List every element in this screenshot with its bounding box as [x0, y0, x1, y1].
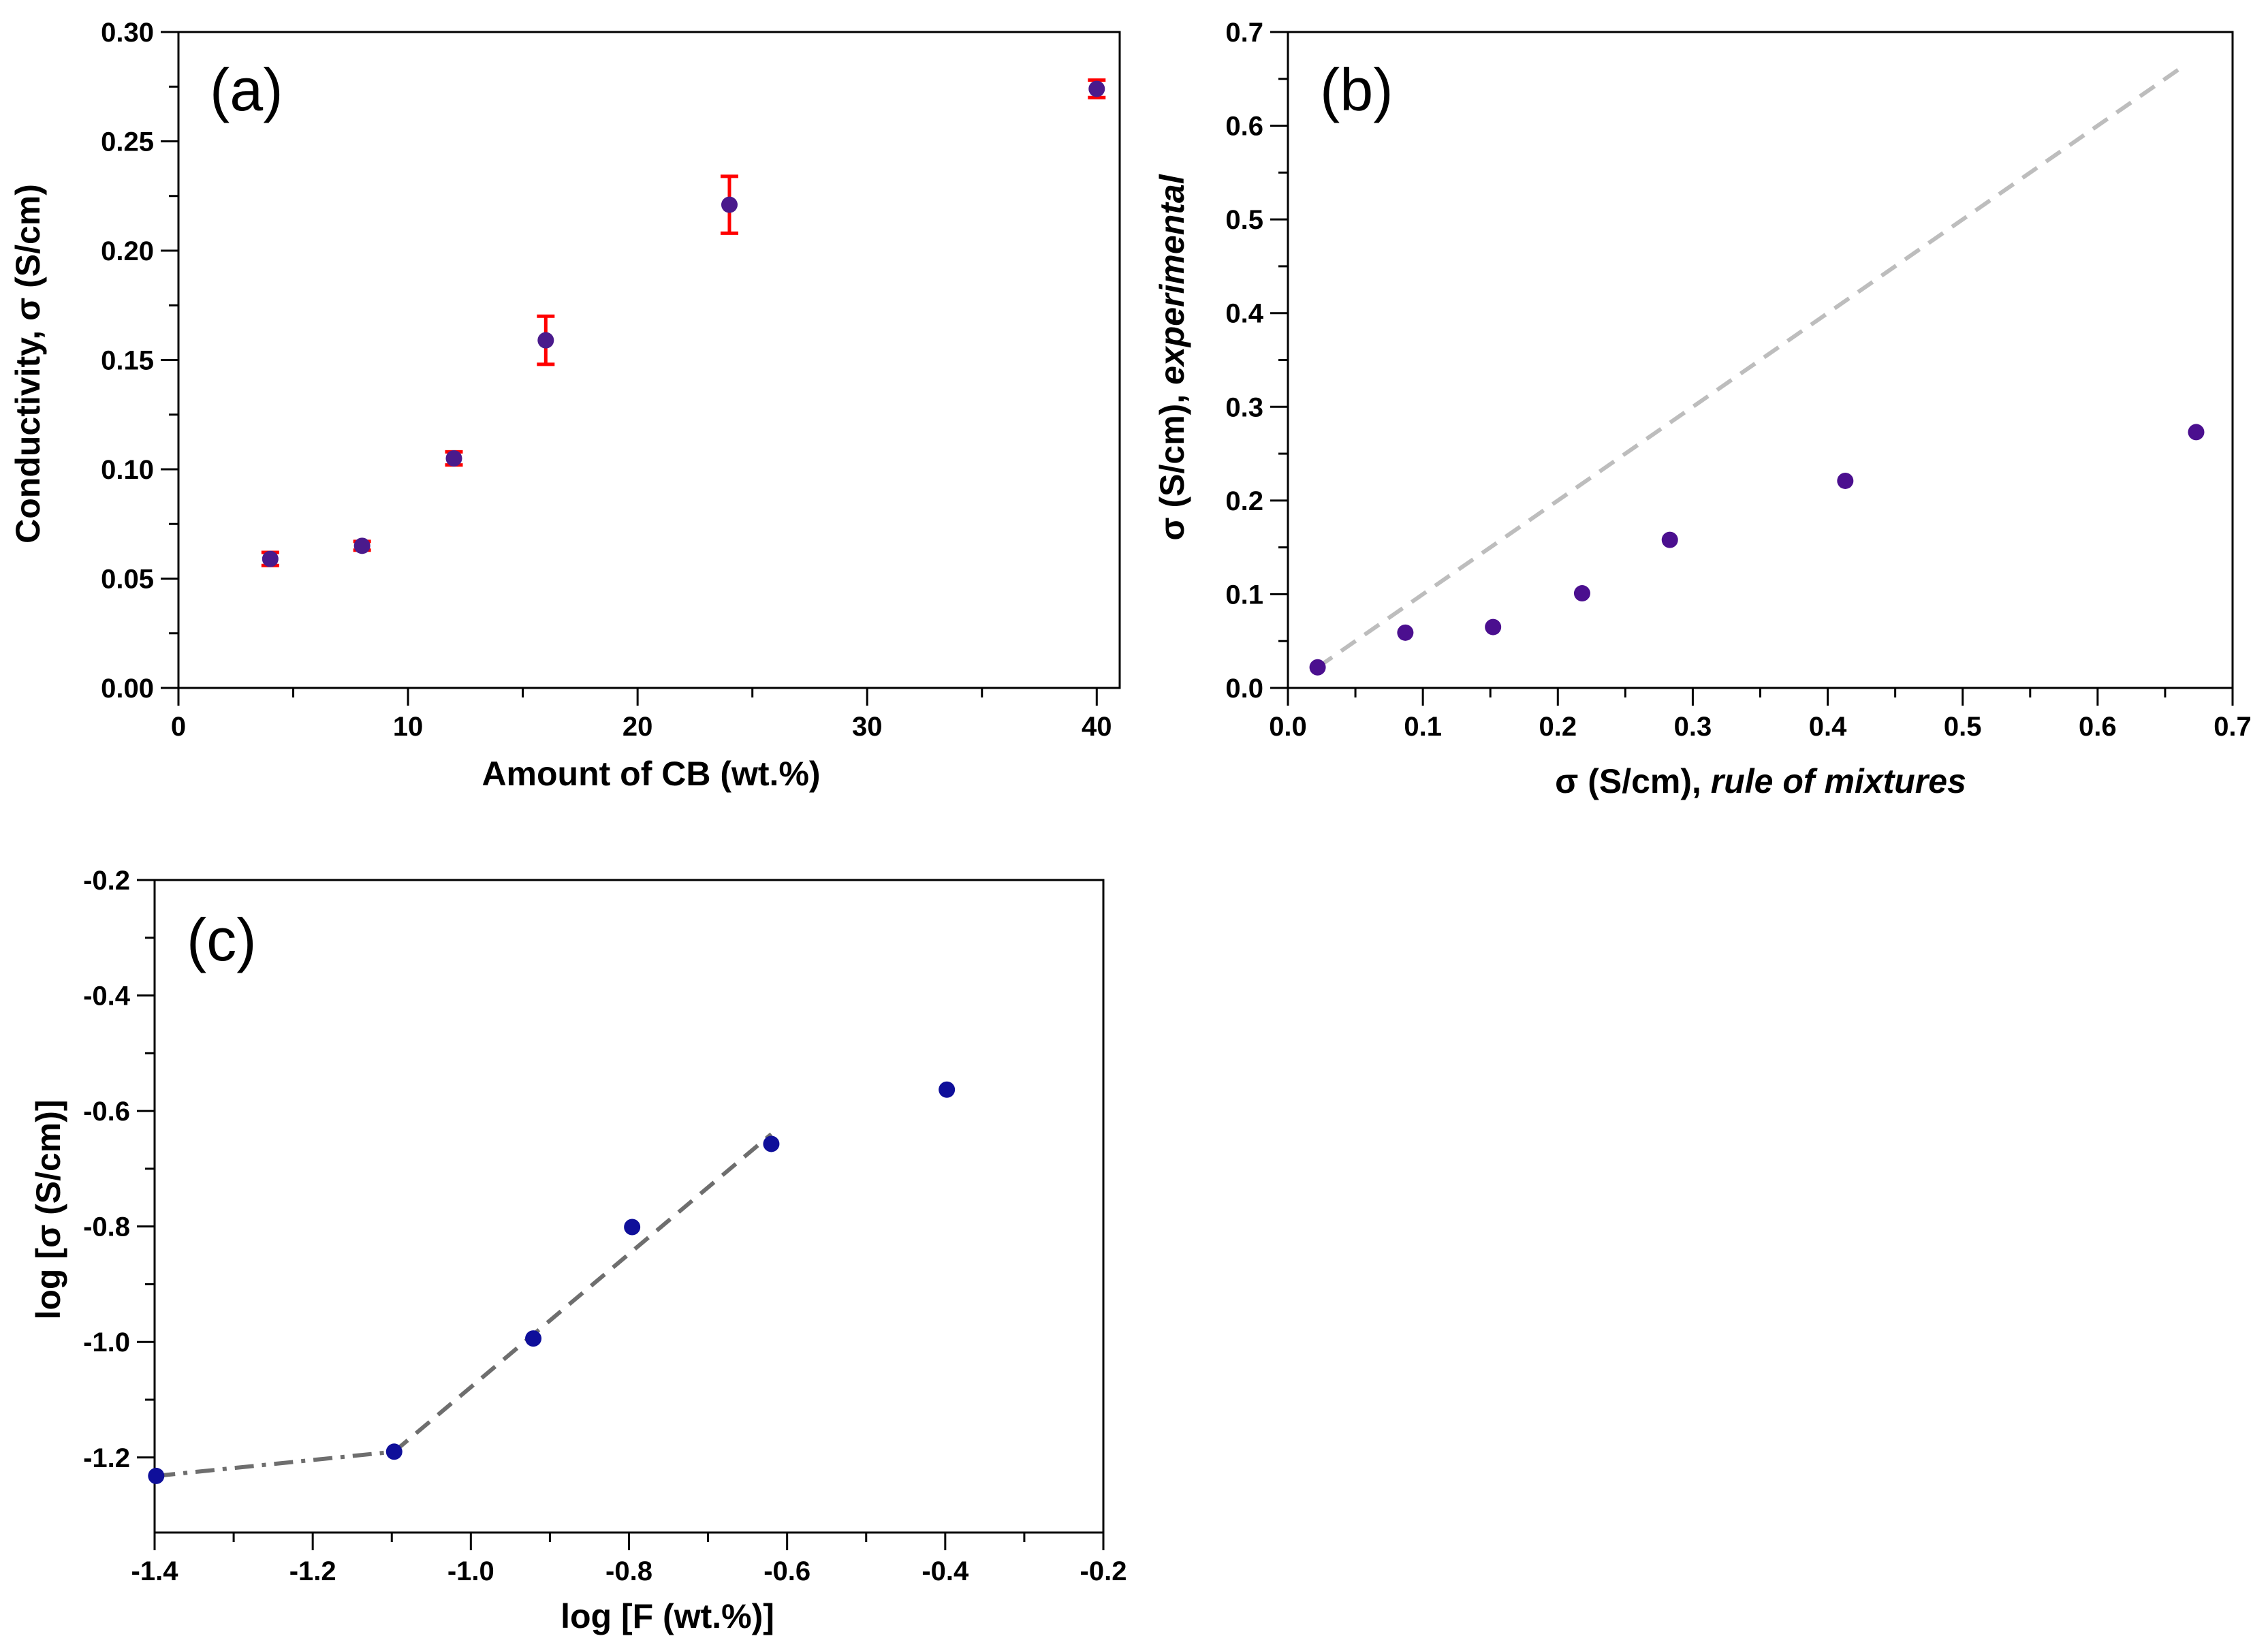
panel-b-y-axis-title: σ (S/cm), experimental — [1153, 174, 1191, 540]
x-tick-label: 0.4 — [1809, 712, 1847, 742]
data-point — [537, 332, 554, 349]
data-point — [763, 1135, 780, 1152]
y-tick-label: 0.00 — [101, 674, 154, 704]
panel-b-label: (b) — [1320, 56, 1393, 123]
panel-b-x-axis-title: σ (S/cm), rule of mixtures — [1555, 762, 1966, 800]
y-tick-label: 0.20 — [101, 236, 154, 266]
x-tick-label: -0.8 — [605, 1556, 652, 1586]
x-tick-label: 0.0 — [1269, 712, 1307, 742]
x-tick-label: -0.6 — [763, 1556, 810, 1586]
y-tick-label: -0.2 — [83, 866, 130, 896]
y-tick-label: 0.25 — [101, 127, 154, 157]
dashed-fit-line — [392, 1132, 773, 1454]
y-tick-label: -0.4 — [83, 981, 131, 1011]
data-point — [1573, 585, 1590, 602]
data-point — [939, 1081, 956, 1098]
y-tick-label: -0.6 — [83, 1097, 130, 1127]
y-tick-label: 0.4 — [1225, 299, 1263, 329]
y-tick-label: -1.0 — [83, 1328, 130, 1357]
y-tick-label: 0.30 — [101, 18, 154, 48]
panel-b-chart: (b) σ (S/cm), rule of mixtures σ (S/cm),… — [1153, 18, 2252, 800]
data-point — [1397, 624, 1414, 641]
x-tick-label: 20 — [623, 712, 653, 742]
y-tick-label: 0.10 — [101, 455, 154, 485]
data-point — [353, 537, 371, 554]
panel-b-x-axis-title-main: σ (S/cm), — [1555, 762, 1711, 800]
panel-c-x-axis-title: log [F (wt.%)] — [561, 1597, 774, 1635]
x-tick-label: 0 — [171, 712, 186, 742]
panel-b-y-axis-title-main: σ (S/cm), — [1153, 385, 1191, 541]
data-point — [2188, 424, 2205, 441]
y-tick-label: 0.7 — [1225, 18, 1263, 48]
data-point — [262, 550, 279, 567]
data-point — [385, 1443, 403, 1460]
x-tick-label: 0.6 — [2079, 712, 2117, 742]
x-tick-label: 0.1 — [1404, 712, 1442, 742]
panel-c-label: (c) — [187, 906, 257, 973]
data-point — [1485, 618, 1502, 635]
y-tick-label: 0.6 — [1225, 112, 1263, 142]
y-tick-label: 0.1 — [1225, 580, 1263, 610]
x-tick-label: 40 — [1082, 712, 1112, 742]
data-point — [445, 450, 462, 467]
data-point — [148, 1467, 165, 1484]
y-tick-label: 0.05 — [101, 565, 154, 595]
x-tick-label: 30 — [852, 712, 883, 742]
x-tick-label: -1.2 — [289, 1556, 336, 1586]
panel-b-x-axis-title-italic: rule of mixtures — [1711, 762, 1966, 800]
panel-a-x-axis-title: Amount of CB (wt.%) — [482, 755, 820, 793]
dash-dot-fit-line — [156, 1449, 395, 1478]
data-point — [721, 196, 738, 213]
y-tick-label: -1.2 — [83, 1443, 130, 1473]
data-point — [624, 1219, 641, 1236]
x-tick-label: 0.7 — [2214, 712, 2252, 742]
data-point — [1661, 531, 1678, 548]
data-point — [1837, 472, 1854, 489]
panel-a-chart: (a) Amount of CB (wt.%) Conductivity, σ … — [9, 18, 1121, 793]
panel-c-chart: (c) log [F (wt.%)] log [σ (S/cm)] -1.4 -1… — [29, 866, 1127, 1635]
data-point — [1088, 80, 1105, 97]
x-tick-label: -0.2 — [1080, 1556, 1127, 1586]
y-tick-label: 0.15 — [101, 346, 154, 376]
dashed-fit-line — [1316, 63, 2187, 670]
y-tick-label: -0.8 — [83, 1212, 130, 1242]
panel-b-y-axis-title-italic: experimental — [1153, 174, 1191, 385]
y-tick-label: 0.2 — [1225, 486, 1263, 516]
y-tick-label: 0.0 — [1225, 674, 1263, 704]
x-tick-label: 0.2 — [1539, 712, 1577, 742]
x-tick-label: -1.4 — [131, 1556, 179, 1586]
data-point — [525, 1330, 542, 1347]
y-tick-label: 0.5 — [1225, 205, 1263, 235]
y-tick-label: 0.3 — [1225, 392, 1263, 422]
data-point — [1309, 659, 1326, 676]
x-tick-label: -0.4 — [922, 1556, 969, 1586]
x-tick-label: 0.5 — [1944, 712, 1982, 742]
panel-c-y-axis-title: log [σ (S/cm)] — [29, 1099, 67, 1319]
panel-a-label: (a) — [210, 56, 283, 123]
x-tick-label: 0.3 — [1674, 712, 1712, 742]
x-tick-label: -1.0 — [447, 1556, 494, 1586]
panel-a-y-axis-title: Conductivity, σ (S/cm) — [9, 184, 47, 544]
x-tick-label: 10 — [393, 712, 424, 742]
